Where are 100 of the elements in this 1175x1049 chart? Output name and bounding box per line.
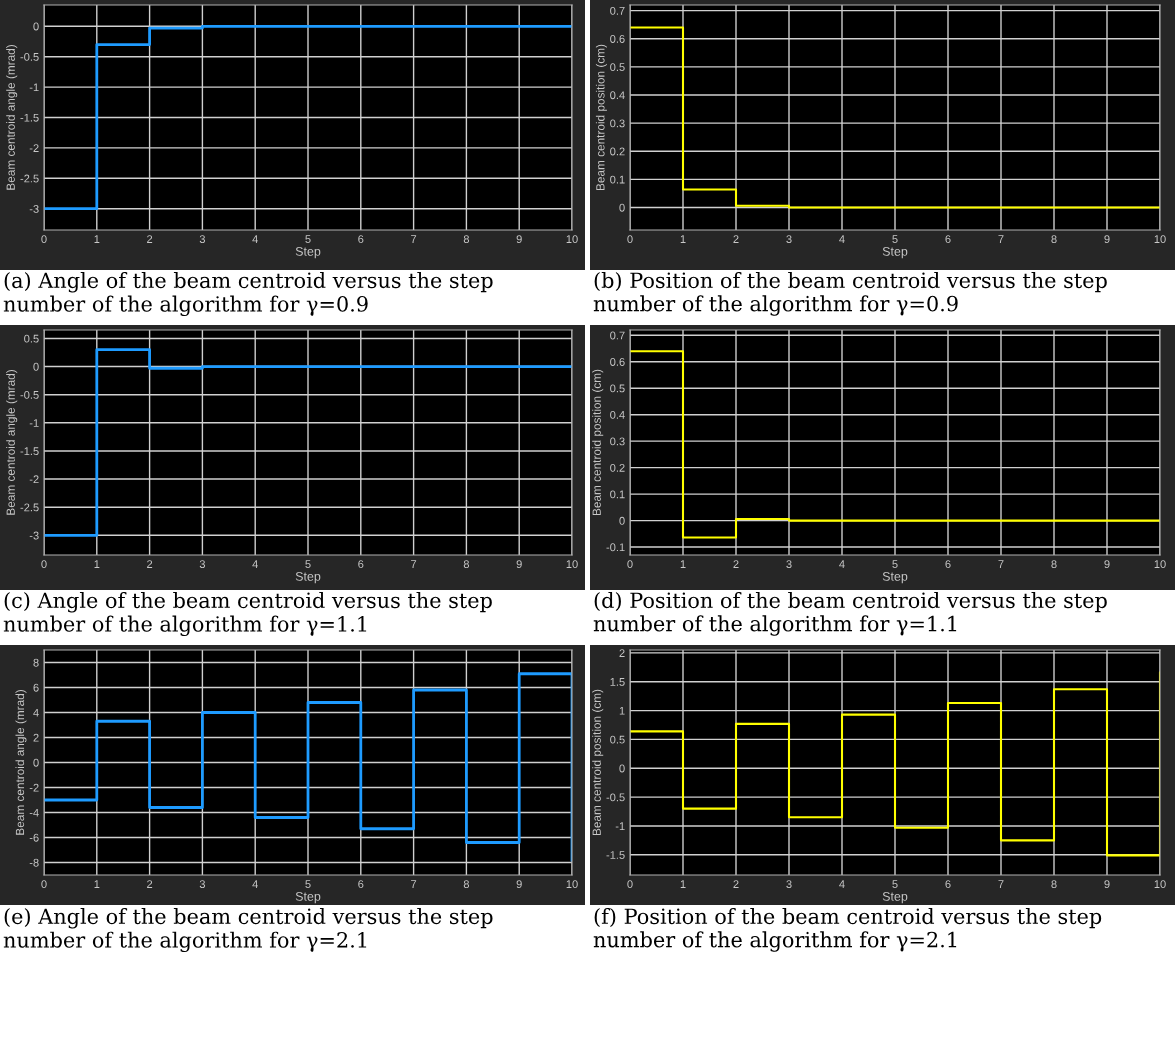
x-axis-title: Step [882,891,908,904]
text: (d) Position of the beam centroid versus the step number of the algorithm for γ=1.1 [593,592,1107,636]
y-tick-label: -4 [29,808,39,817]
x-tick-label: 0 [627,235,633,244]
y-tick-label: 0.4 [610,91,625,100]
x-tick-label: 7 [998,560,1004,568]
x-tick-label: 6 [358,560,364,569]
x-tick-label: 6 [945,880,951,889]
x-tick-label: 3 [199,880,205,889]
x-tick-label: 1 [680,880,686,888]
x-tick-label: 9 [1104,880,1110,889]
x-tick-label: 10 [566,560,578,569]
y-tick-label: 0.5 [610,735,625,744]
y-tick-label: 0 [619,516,625,525]
x-tick-label: 10 [1154,880,1166,889]
x-axis-title: Step [882,246,908,259]
y-tick-label: 2 [33,733,39,742]
x-tick-label: 1 [680,560,686,568]
y-tick-label: 1 [619,706,625,715]
x-tick-label: 5 [305,235,311,244]
y-tick-label: -0.5 [606,793,625,802]
x-tick-label: 4 [839,235,845,243]
y-tick-label: -1.5 [20,113,39,122]
x-tick-label: 10 [566,880,578,889]
y-tick-label: 0.6 [610,358,625,366]
y-tick-label: 0 [33,758,39,767]
x-tick-label: 7 [411,880,417,888]
y-tick-label: 2 [619,649,625,657]
y-tick-label: 0.7 [610,6,625,15]
y-axis-title: Beam centroid angle (mrad) [15,690,27,835]
text: (b) Position of the beam centroid versus the step number of the algorithm for γ=0.9 [593,272,1107,316]
x-tick-label: 1 [680,235,686,243]
y-axis-title: Beam centroid position (cm) [595,44,607,191]
y-tick-label: 0.2 [610,147,625,156]
x-tick-label: 7 [411,560,417,568]
y-tick-label: 8 [33,658,39,667]
y-tick-label: 4 [33,708,39,717]
y-tick-label: -1 [615,822,625,830]
text: (a) Angle of the beam centroid versus the step number of the algorithm for γ=0.9 [3,272,493,317]
y-tick-label: -1.5 [606,851,625,859]
x-tick-label: 9 [1104,560,1110,569]
x-tick-label: 0 [41,235,47,244]
y-tick-label: -8 [29,858,39,867]
x-tick-label: 9 [516,560,522,569]
x-tick-label: 10 [1154,235,1166,244]
x-tick-label: 6 [945,560,951,569]
x-tick-label: 3 [199,235,205,244]
x-tick-label: 6 [358,235,364,244]
x-tick-label: 0 [41,880,47,889]
x-tick-label: 3 [786,560,792,569]
x-tick-label: 1 [94,560,100,568]
x-axis-title: Step [295,246,321,259]
y-tick-label: -0.5 [20,390,39,399]
y-tick-label: -0.5 [20,52,39,61]
text: (e) Angle of the beam centroid versus the step number of the algorithm for γ=2.1 [3,908,493,953]
y-tick-label: -1 [29,83,39,92]
y-tick-label: 0.1 [610,175,625,184]
x-tick-label: 9 [516,880,522,889]
y-tick-label: -2.5 [20,503,39,512]
x-tick-label: 2 [147,235,153,243]
y-tick-label: 0 [33,362,39,371]
x-tick-label: 4 [252,235,258,243]
y-tick-label: 0.3 [610,437,625,446]
x-tick-label: 3 [786,880,792,889]
y-tick-label: 0.6 [610,35,625,43]
x-tick-label: 8 [463,880,470,889]
x-tick-label: 0 [627,560,633,569]
y-tick-label: 0.3 [610,119,625,128]
y-tick-label: 0.5 [610,63,625,72]
x-tick-label: 4 [839,560,845,568]
x-tick-label: 7 [998,235,1004,243]
x-tick-label: 8 [1051,880,1057,889]
text: (f) Position of the beam centroid versus the step number of the algorithm for γ=2.1 [593,908,1102,952]
x-tick-label: 2 [733,560,739,568]
y-tick-label: 0 [619,764,625,773]
x-tick-label: 5 [305,560,311,569]
y-tick-label: -1.5 [20,447,39,456]
y-tick-label: 0.1 [610,490,625,499]
x-tick-label: 5 [892,560,898,569]
x-axis-title: Step [295,571,321,584]
y-tick-label: 0.2 [610,463,625,472]
x-tick-label: 5 [892,880,898,889]
x-tick-label: 9 [516,235,522,244]
y-tick-label: 1.5 [610,678,625,686]
x-tick-label: 1 [94,235,100,243]
y-axis-title: Beam centroid position (cm) [592,369,604,516]
x-axis-title: Step [295,891,321,904]
x-tick-label: 4 [252,560,258,568]
y-tick-label: -2 [29,475,39,484]
x-tick-label: 6 [945,235,951,244]
x-tick-label: 10 [566,235,578,244]
y-tick-label: -3 [29,531,39,540]
x-tick-label: 7 [998,880,1004,888]
x-tick-label: 2 [147,560,153,568]
x-tick-label: 1 [94,880,100,888]
y-tick-label: -2.5 [20,174,39,183]
x-tick-label: 3 [786,235,792,244]
x-tick-label: 2 [147,880,153,888]
y-axis-title: Beam centroid position (cm) [592,689,604,836]
y-tick-label: 0 [619,203,625,212]
